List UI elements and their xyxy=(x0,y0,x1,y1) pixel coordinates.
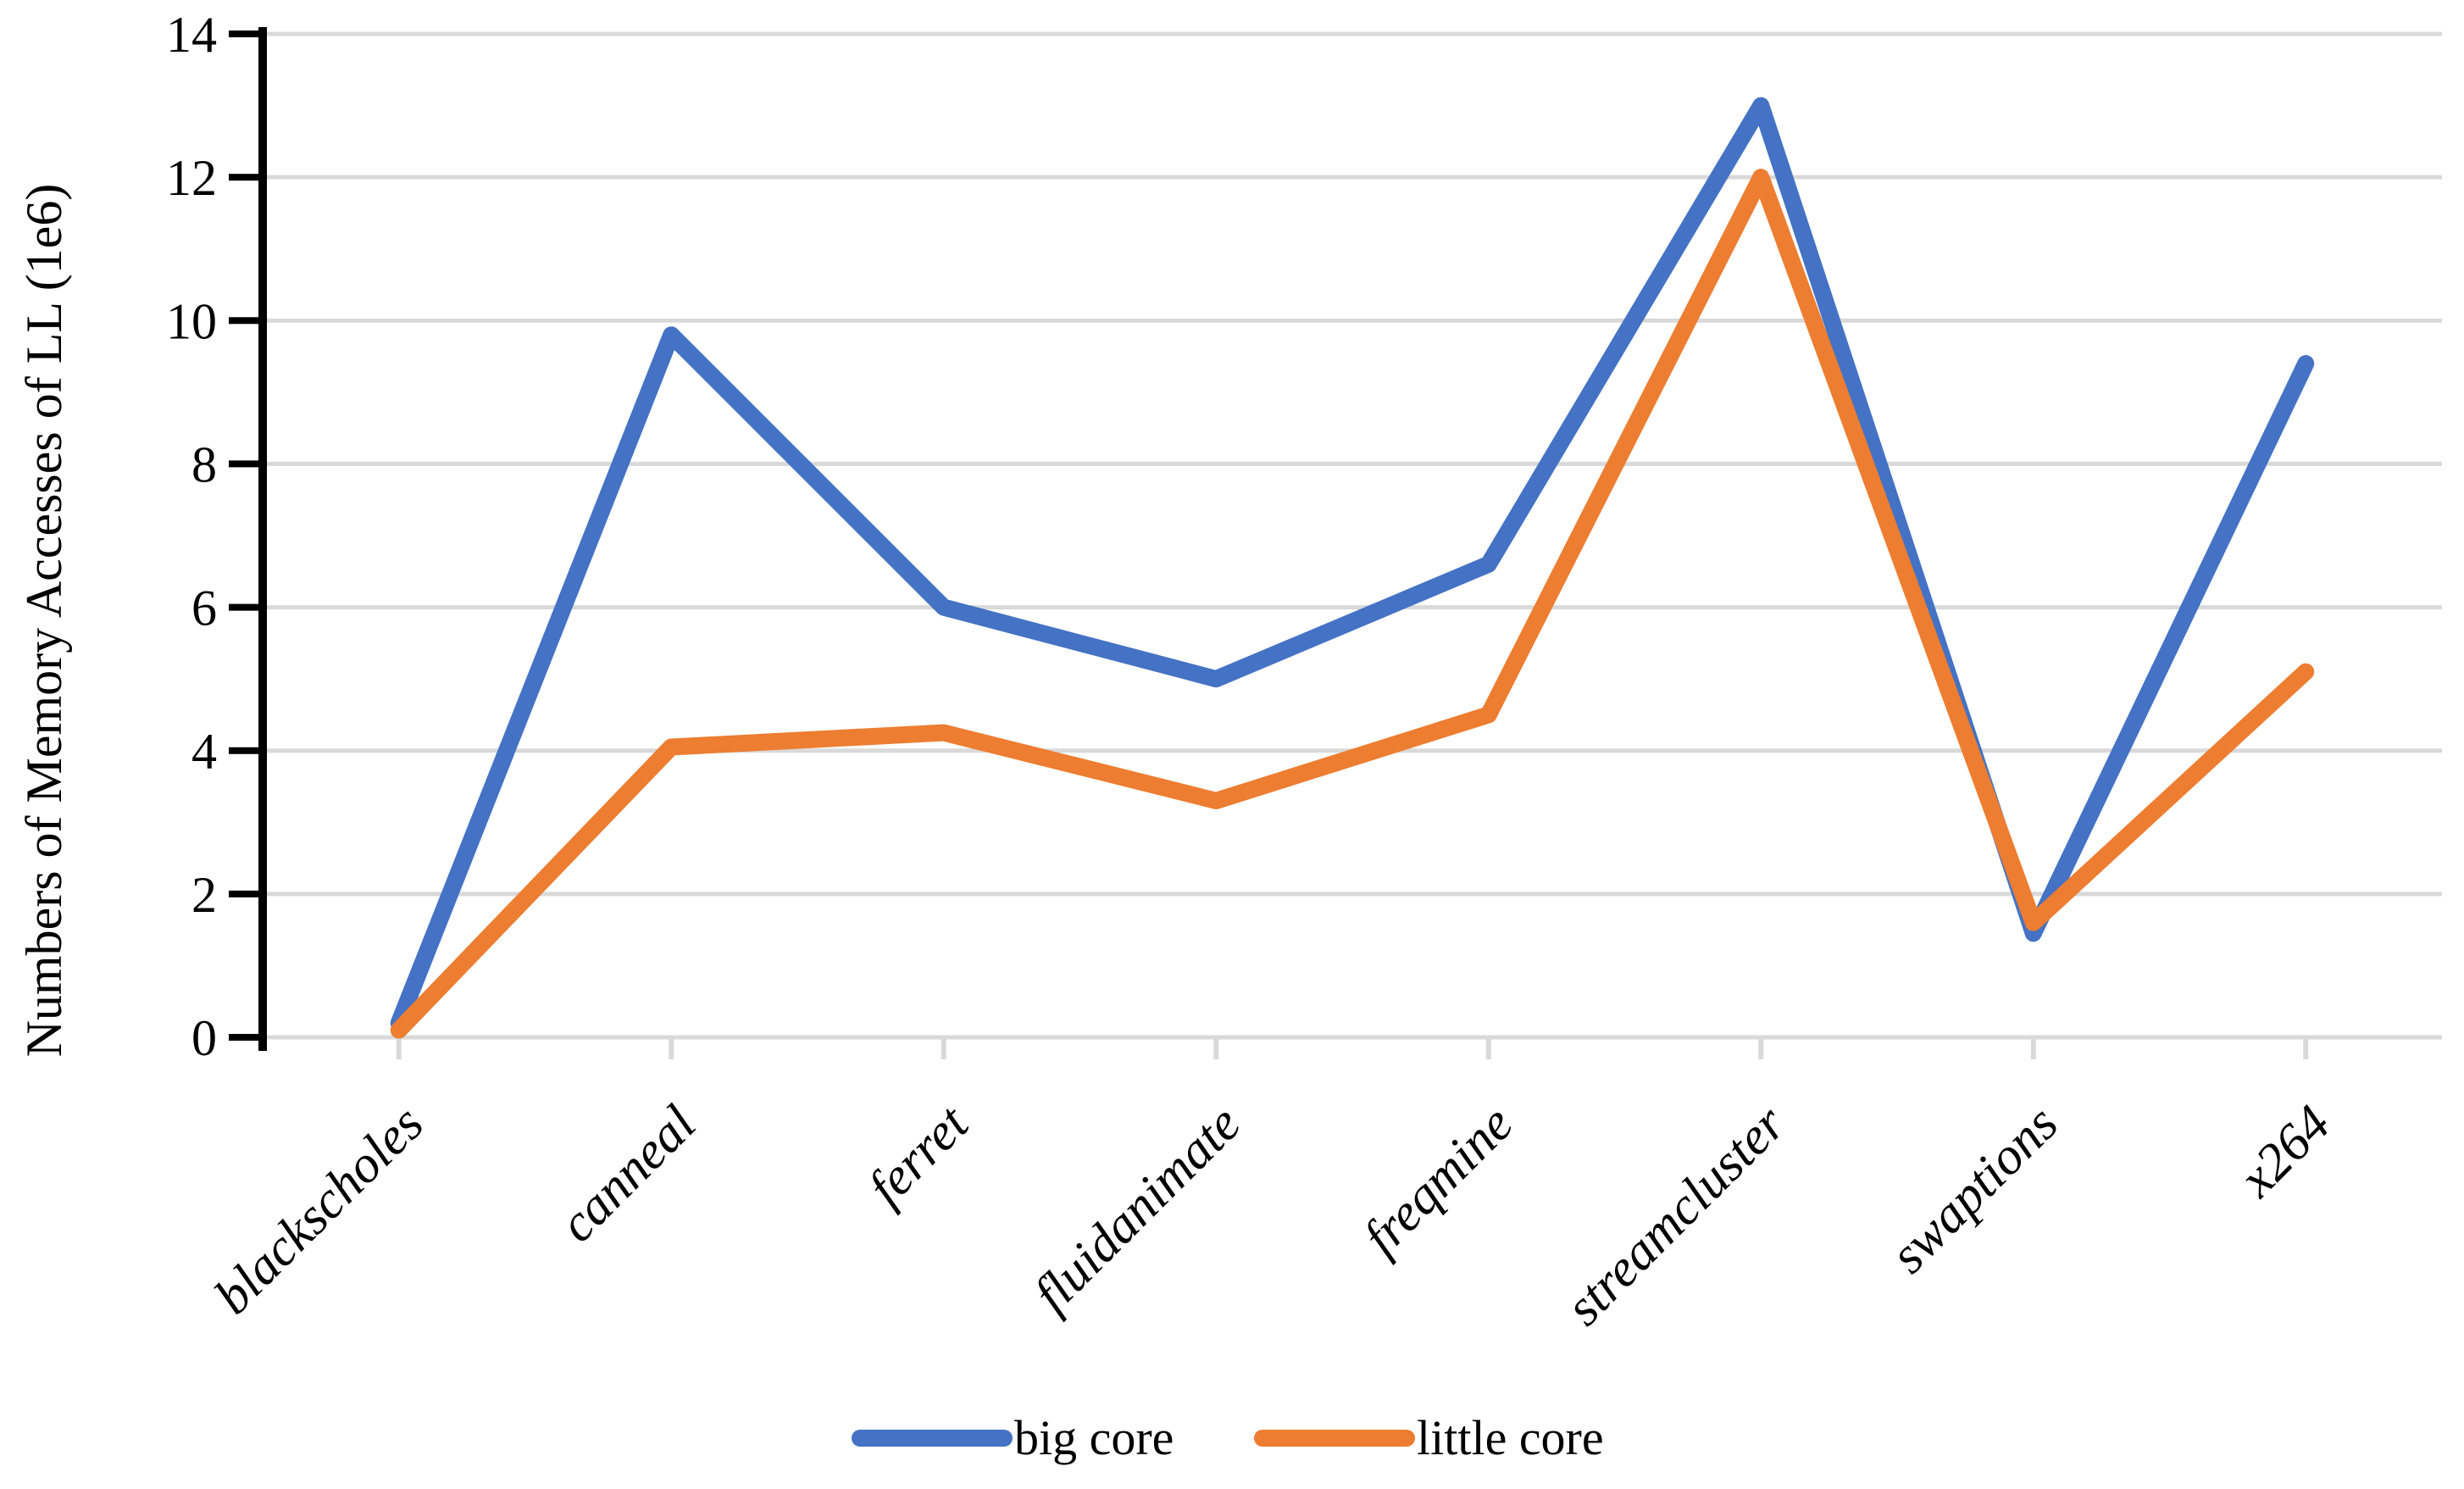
y-tick-label-14: 14 xyxy=(166,7,217,63)
y-tick-label-0: 0 xyxy=(191,1010,217,1066)
y-tick-label-8: 8 xyxy=(191,436,217,492)
x-category-label-ferret: ferret xyxy=(857,1094,980,1217)
y-tick-label-4: 4 xyxy=(191,724,217,780)
x-category-label-blackscholes: blackscholes xyxy=(204,1095,435,1325)
y-tick-label-10: 10 xyxy=(166,293,217,349)
x-category-label-swaptions: swaptions xyxy=(1879,1095,2068,1284)
x-category-label-x264: x264 xyxy=(2228,1095,2341,1208)
legend-label-little-core: little core xyxy=(1417,1410,1604,1465)
y-tick-label-6: 6 xyxy=(191,581,217,636)
legend-label-big-core: big core xyxy=(1014,1410,1174,1465)
y-tick-label-12: 12 xyxy=(166,150,217,206)
x-category-label-freqmine: freqmine xyxy=(1352,1095,1523,1266)
x-category-label-fluidanimate: fluidanimate xyxy=(1023,1095,1251,1324)
x-category-label-streamcluster: streamcluster xyxy=(1555,1094,1797,1336)
y-tick-label-2: 2 xyxy=(191,867,217,923)
series-line-little-core xyxy=(390,169,2315,1039)
y-axis-title: Numbers of Memory Accesses of LL (1e6) xyxy=(16,184,72,1058)
x-category-label-canneal: canneal xyxy=(548,1095,707,1253)
